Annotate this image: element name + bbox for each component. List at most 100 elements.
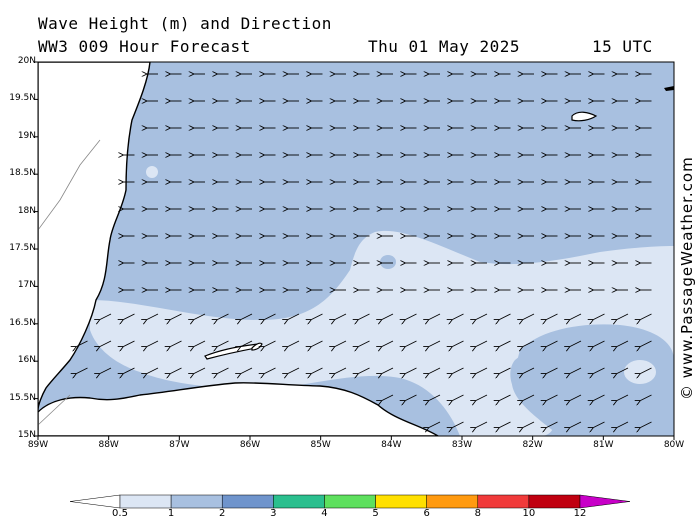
wave-arrow	[569, 313, 582, 320]
wave-arrow	[99, 367, 112, 374]
forecast-label: WW3 009 Hour Forecast	[38, 37, 251, 56]
wave-arrow	[475, 394, 488, 401]
wave-arrow	[522, 421, 535, 428]
wave-arrow	[311, 340, 323, 347]
wave-arrow	[475, 340, 488, 347]
wave-arrow	[146, 340, 159, 347]
wave-arrow	[381, 394, 394, 401]
colorbar-high-triangle	[579, 494, 631, 509]
wave-arrow	[217, 313, 229, 320]
colorbar-swatch	[375, 494, 427, 509]
wave-arrow	[452, 421, 464, 428]
colorbar-swatch	[477, 494, 530, 509]
colorbar-swatch	[324, 494, 376, 509]
wave-arrow	[334, 340, 347, 347]
wave-arrow	[616, 340, 629, 347]
wave-arrow	[499, 313, 511, 320]
wave-arrow	[240, 340, 253, 347]
colorbar-swatch	[170, 494, 223, 509]
forecast-date: Thu 01 May 2025	[368, 37, 520, 56]
wave-arrow	[546, 340, 558, 347]
lon-label: 88W	[98, 440, 119, 450]
wave-arrow	[569, 394, 582, 401]
colorbar-label: 0.5	[112, 508, 128, 519]
wave-arrow	[311, 367, 323, 374]
sea-1-2m-pocket	[511, 324, 674, 436]
lat-label: 18.5N	[9, 168, 36, 179]
lat-label: 19.5N	[9, 93, 36, 104]
wave-arrow	[593, 421, 605, 428]
wave-arrow	[358, 313, 370, 320]
wave-arrow	[240, 367, 253, 374]
forecast-time: 15 UTC	[592, 37, 653, 56]
lat-label: 15N	[17, 430, 36, 440]
lon-label: 82W	[522, 440, 543, 450]
wave-arrow	[428, 421, 441, 428]
wave-arrow	[640, 394, 652, 401]
lat-label: 19N	[17, 130, 36, 141]
wave-arrow	[499, 340, 511, 347]
wave-arrow	[311, 313, 323, 320]
colorbar-label: 12	[573, 508, 587, 519]
wave-arrow	[452, 367, 464, 374]
wave-arrow	[358, 367, 370, 374]
wave-arrow	[123, 367, 135, 374]
wave-arrow	[522, 394, 535, 401]
wave-arrow	[452, 313, 464, 320]
lon-label: 85W	[310, 440, 331, 450]
colorbar-label: 8	[474, 508, 481, 519]
lon-label: 81W	[593, 440, 614, 450]
lat-label: 17.5N	[9, 243, 36, 253]
wave-arrow	[76, 340, 88, 347]
wave-arrow	[405, 367, 417, 374]
wave-arrow	[428, 313, 441, 320]
wave-arrow	[522, 313, 535, 320]
wave-arrow	[428, 367, 441, 374]
wave-arrow	[146, 367, 159, 374]
wave-arrow	[569, 340, 582, 347]
wave-arrow	[616, 313, 629, 320]
lon-label: 86W	[239, 440, 261, 450]
wave-arrow	[170, 340, 182, 347]
wave-arrow	[334, 367, 347, 374]
wave-arrow	[522, 340, 535, 347]
wave-arrow	[593, 394, 605, 401]
wave-arrow	[546, 421, 558, 428]
colorbar-swatch	[273, 494, 325, 509]
wave-arrow	[452, 340, 464, 347]
wave-arrow	[616, 367, 629, 374]
colorbar	[69, 494, 631, 509]
colorbar-swatch	[119, 494, 172, 509]
axis-ticks	[34, 61, 675, 440]
island-east	[664, 86, 674, 91]
deep-patch	[380, 255, 396, 269]
border-line	[38, 139, 101, 231]
wave-arrow	[428, 340, 441, 347]
colorbar-label: 4	[321, 508, 328, 519]
lon-label: 89W	[27, 440, 49, 450]
lat-label: 16N	[17, 355, 36, 366]
wave-arrow	[193, 340, 206, 347]
wave-arrow	[522, 367, 535, 374]
lat-label: 15.5N	[9, 392, 36, 403]
wave-arrow	[358, 340, 370, 347]
wave-arrow	[569, 367, 582, 374]
wave-arrow	[616, 394, 629, 401]
lat-label: 16.5N	[9, 317, 36, 328]
wave-arrow	[475, 421, 488, 428]
wave-arrow	[170, 367, 182, 374]
wave-arrow	[264, 367, 276, 374]
colorbar-label: 2	[219, 508, 226, 519]
wave-arrow	[381, 313, 394, 320]
wave-arrow	[546, 367, 558, 374]
wave-arrow	[499, 367, 511, 374]
wave-arrow	[76, 367, 88, 374]
land-belize	[38, 62, 151, 411]
map-title: Wave Height (m) and Direction	[38, 14, 332, 33]
colorbar-label: 3	[270, 508, 277, 519]
colorbar-swatch	[528, 494, 581, 509]
border-line-south	[38, 394, 71, 426]
wave-arrow	[381, 340, 394, 347]
wave-arrow	[428, 394, 441, 401]
